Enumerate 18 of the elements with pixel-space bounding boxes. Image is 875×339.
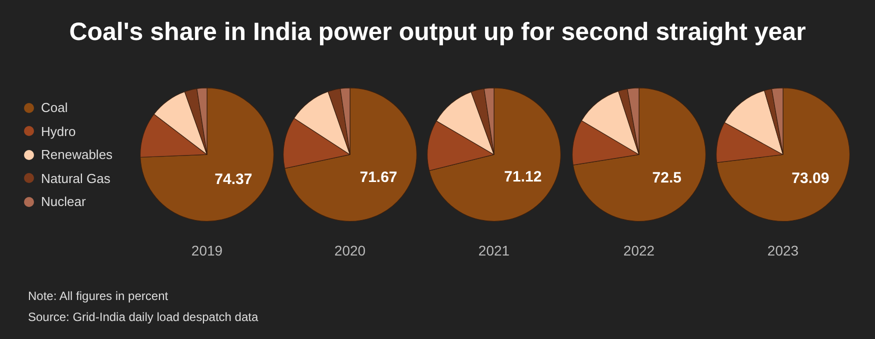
legend-label: Nuclear <box>41 194 86 210</box>
source-note: Source: Grid-India daily load despatch data <box>28 310 258 324</box>
data-label: 71.12 <box>504 168 542 186</box>
legend-label: Coal <box>41 100 68 116</box>
legend-label: Hydro <box>41 124 76 139</box>
data-label: 73.09 <box>792 170 830 188</box>
text: Note: All figures in percent <box>28 289 168 303</box>
data-label: 72.5 <box>652 170 682 187</box>
slice-label: 2022 <box>623 242 655 258</box>
chart-title: Coal's share in India power output up for second straight year <box>68 18 807 47</box>
slice-label: 2020 <box>334 242 366 258</box>
slice-label: 2023 <box>767 242 799 258</box>
slice-label: 2019 <box>191 242 223 258</box>
legend-label: Renewables <box>41 147 113 162</box>
slice-label: 2021 <box>478 242 510 258</box>
legend-label: Natural Gas <box>41 170 110 186</box>
data-label: 74.37 <box>214 171 252 188</box>
data-label: 71.67 <box>360 168 398 186</box>
